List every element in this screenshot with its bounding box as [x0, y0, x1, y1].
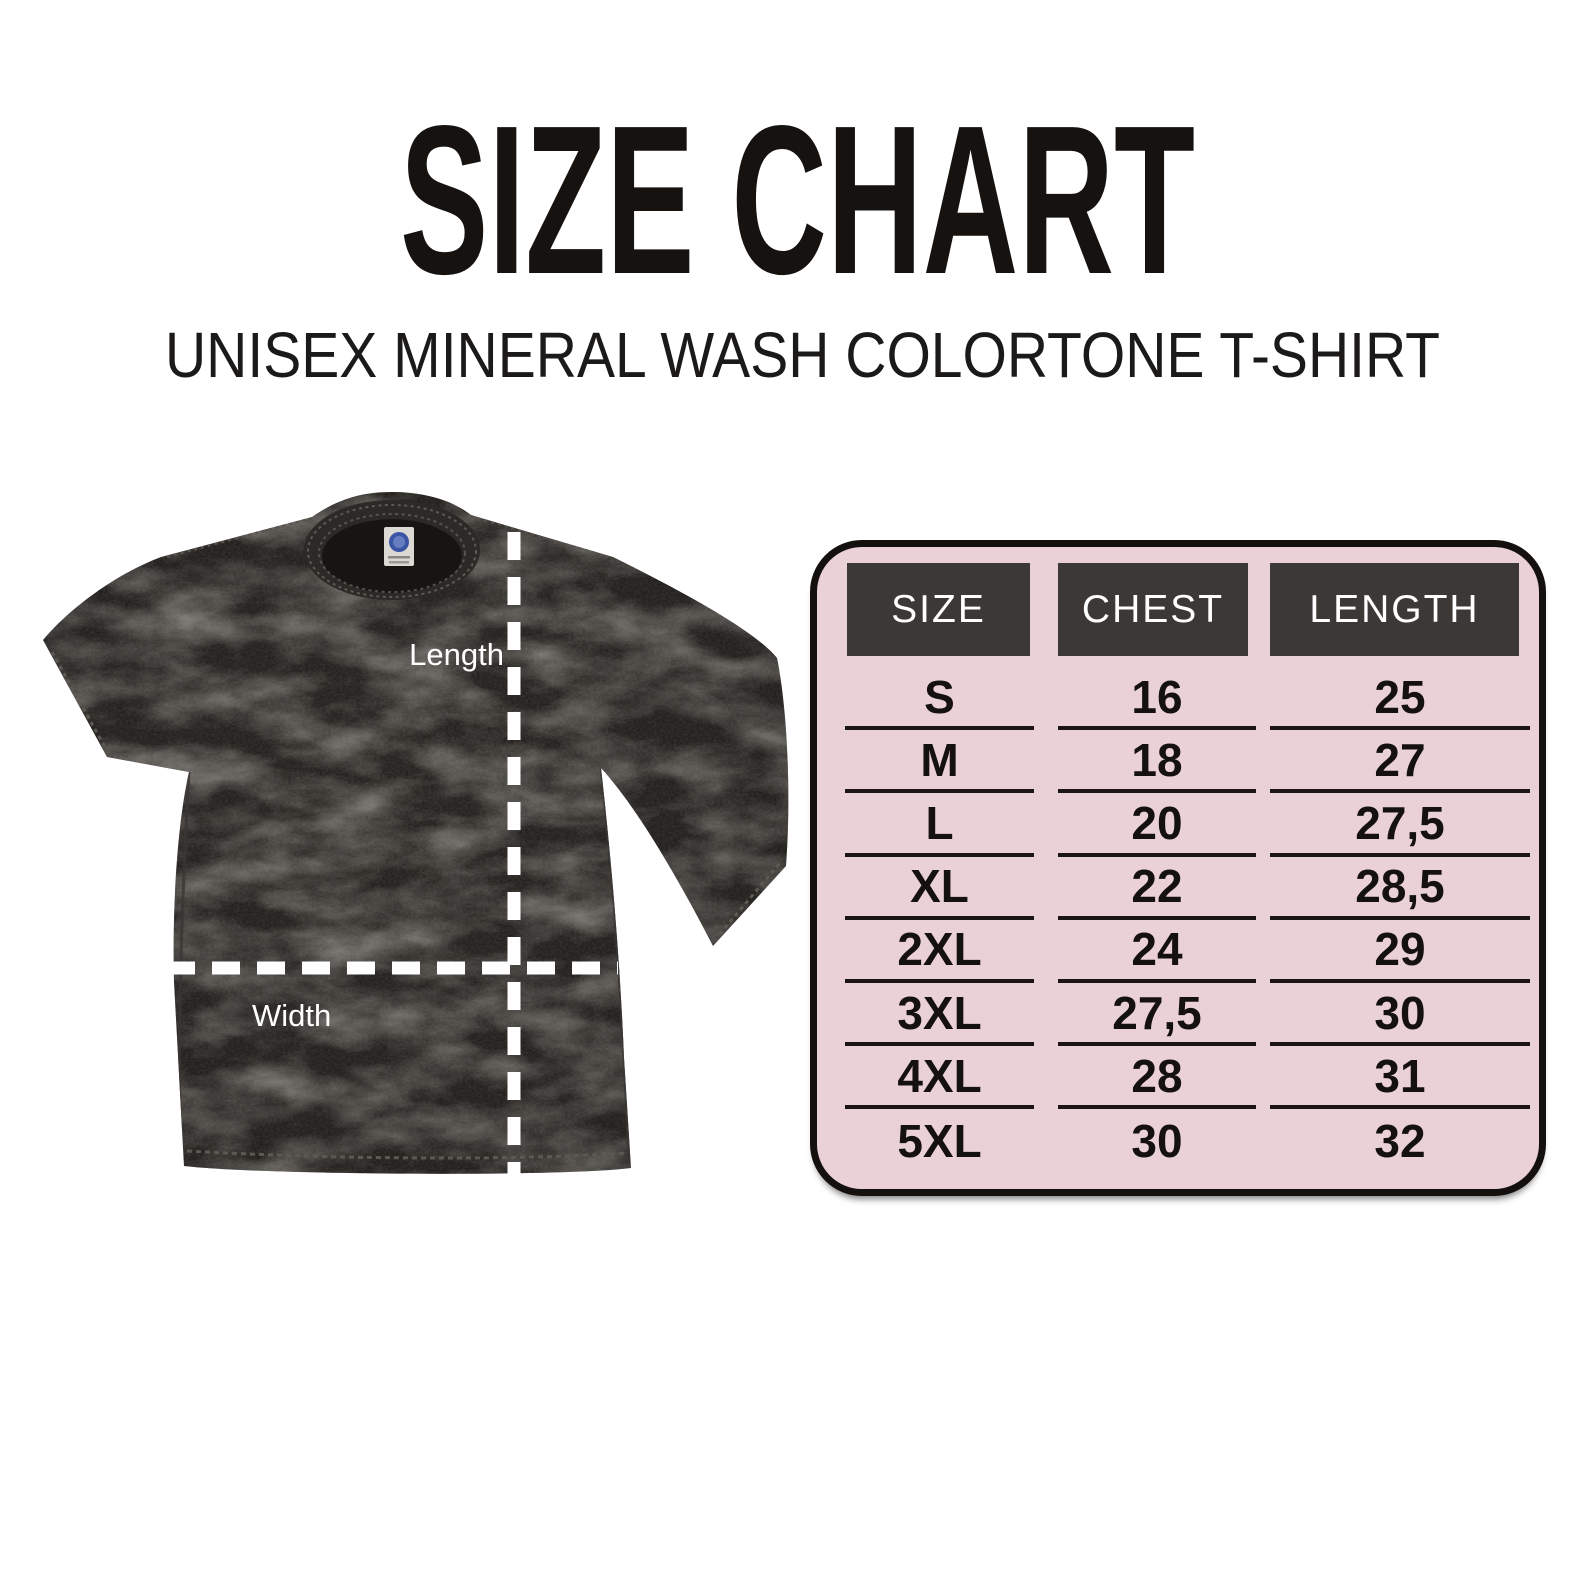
page-title: SIZE CHART [400, 81, 1195, 318]
side-seam-right [599, 767, 631, 1165]
table-row: XL 22 28,5 [817, 857, 1539, 920]
size-cell: XL [845, 857, 1034, 920]
collar-stitch-inner [318, 513, 466, 593]
chest-cell: 27,5 [1058, 983, 1256, 1047]
length-cell: 31 [1270, 1046, 1530, 1110]
table-row: S 16 25 [817, 667, 1539, 731]
chest-cell: 20 [1058, 793, 1256, 857]
bottom-hem-stitch [186, 1149, 629, 1160]
length-label: Length [409, 637, 504, 672]
tshirt-fabric-texture [43, 492, 789, 1174]
chest-cell: 22 [1058, 857, 1256, 920]
sleeve-cuff-stitch-left [50, 651, 108, 750]
length-cell: 27 [1270, 730, 1530, 794]
chest-cell: 18 [1058, 730, 1256, 794]
shoulder-seam-left [162, 516, 313, 560]
length-cell: 27,5 [1270, 793, 1530, 857]
size-cell: S [845, 667, 1034, 731]
table-row: 3XL 27,5 30 [817, 983, 1539, 1047]
table-row: L 20 27,5 [817, 793, 1539, 857]
chest-cell: 24 [1058, 920, 1256, 983]
table-row: 5XL 30 32 [817, 1109, 1539, 1172]
length-cell: 28,5 [1270, 857, 1530, 920]
chest-cell: 30 [1131, 1114, 1183, 1167]
size-cell: 3XL [845, 983, 1034, 1047]
chest-cell: 28 [1058, 1046, 1256, 1110]
collar-stitch-outer [307, 504, 477, 598]
size-cell: 2XL [845, 920, 1034, 983]
page-subtitle: UNISEX MINERAL WASH COLORTONE T-SHIRT [165, 319, 1440, 391]
size-cell: 4XL [845, 1046, 1034, 1110]
column-header-chest: CHEST [1058, 563, 1248, 656]
table-row: 2XL 24 29 [817, 920, 1539, 983]
length-cell: 29 [1270, 920, 1530, 983]
length-cell: 32 [1374, 1114, 1426, 1167]
measurement-guides: Length Width [122, 532, 618, 1188]
chest-cell: 16 [1058, 667, 1256, 731]
size-cell: M [845, 730, 1034, 794]
width-label: Width [252, 998, 331, 1033]
column-header-size: SIZE [847, 563, 1030, 656]
neck-tag [384, 527, 414, 566]
tshirt-measurement-diagram: Length Width [43, 492, 789, 1188]
table-row: 4XL 28 31 [817, 1046, 1539, 1110]
heading-block: SIZE CHART UNISEX MINERAL WASH COLORTONE… [165, 81, 1440, 391]
length-cell: 25 [1270, 667, 1530, 731]
size-table-panel: SIZE CHEST LENGTH S 16 25 M 18 27 L 20 2… [810, 540, 1546, 1196]
size-cell: 5XL [897, 1114, 982, 1167]
column-header-length: LENGTH [1270, 563, 1519, 656]
table-row: M 18 27 [817, 730, 1539, 794]
size-table-rows: S 16 25 M 18 27 L 20 27,5 XL 22 28,5 2XL [817, 667, 1539, 1173]
size-cell: L [845, 793, 1034, 857]
length-cell: 30 [1270, 983, 1530, 1047]
